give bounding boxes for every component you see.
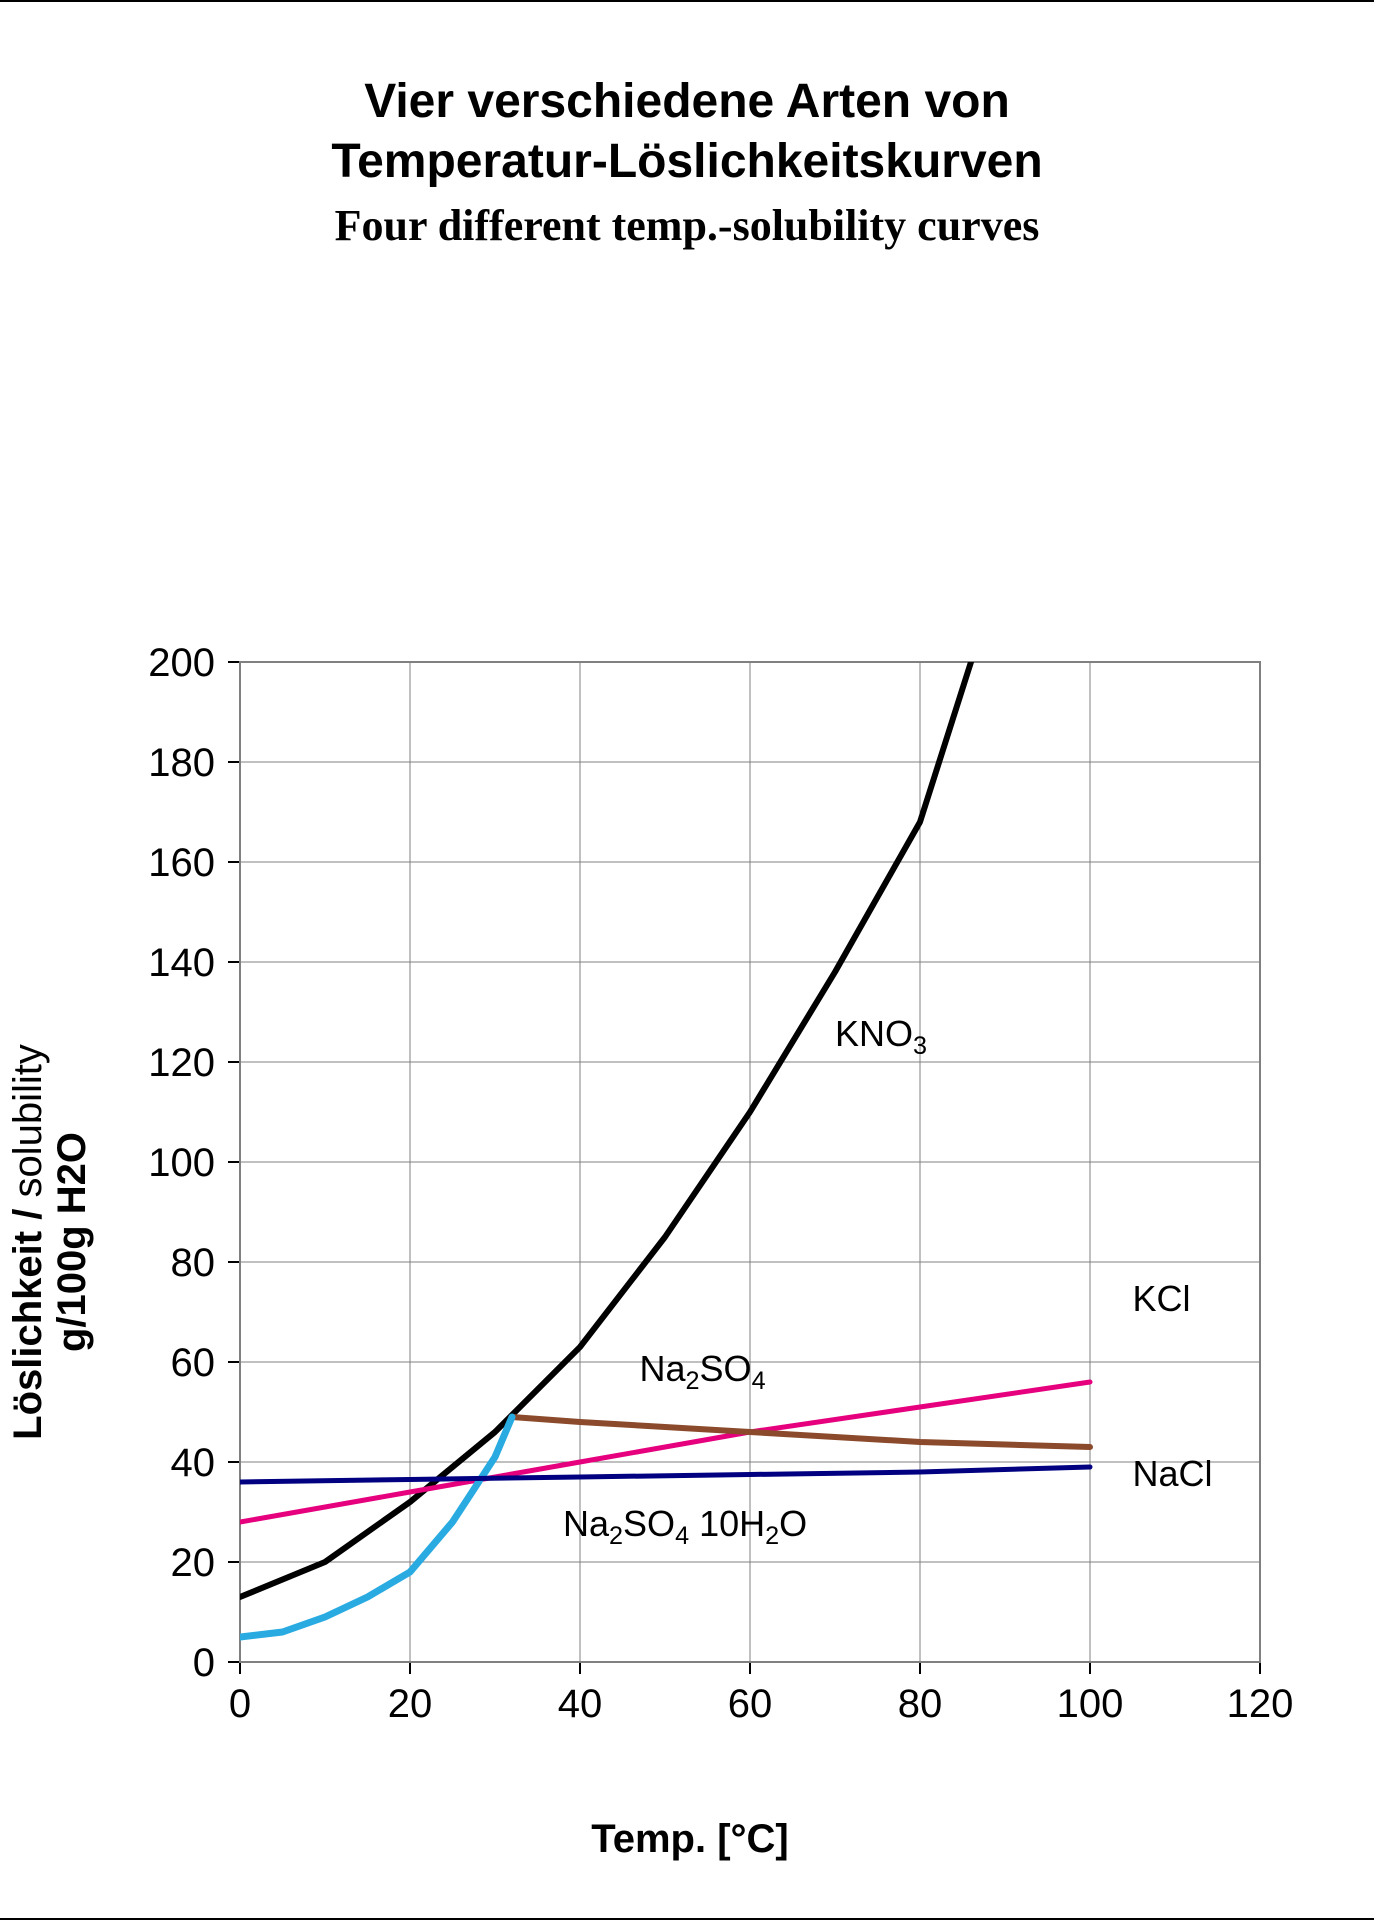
- ylabel-line2: g/100g H2O: [50, 1132, 94, 1352]
- svg-text:100: 100: [148, 1141, 215, 1185]
- series-label-NaCl: NaCl: [1133, 1453, 1321, 1513]
- svg-text:60: 60: [171, 1341, 216, 1385]
- title-block: Vier verschiedene Arten von Temperatur-L…: [0, 72, 1374, 251]
- svg-text:40: 40: [558, 1682, 603, 1726]
- title-german: Vier verschiedene Arten von Temperatur-L…: [0, 72, 1374, 192]
- page: Vier verschiedene Arten von Temperatur-L…: [0, 0, 1374, 1920]
- svg-text:100: 100: [1057, 1682, 1124, 1726]
- series-label-Na2SO4: Na2SO4: [640, 1348, 900, 1408]
- series-label-KCl: KCl: [1133, 1278, 1321, 1338]
- chart-container: Löslichkeit / solubility g/100g H2O 0204…: [60, 642, 1320, 1842]
- title-line2: Temperatur-Löslichkeitskurven: [331, 135, 1042, 188]
- y-axis-label: Löslichkeit / solubility g/100g H2O: [6, 1044, 94, 1440]
- series-label-KNO3: KNO3: [835, 1013, 1095, 1073]
- svg-text:160: 160: [148, 841, 215, 885]
- svg-text:0: 0: [229, 1682, 251, 1726]
- svg-text:60: 60: [728, 1682, 773, 1726]
- ylabel-strong: Löslichkeit /: [6, 1209, 50, 1440]
- svg-text:80: 80: [171, 1241, 216, 1285]
- svg-text:200: 200: [148, 642, 215, 685]
- svg-text:80: 80: [898, 1682, 943, 1726]
- series-label-Na2SO4_10H2O: Na2SO4 10H2O: [563, 1503, 823, 1563]
- svg-text:180: 180: [148, 741, 215, 785]
- svg-text:40: 40: [171, 1441, 216, 1485]
- svg-text:20: 20: [388, 1682, 433, 1726]
- svg-text:140: 140: [148, 941, 215, 985]
- x-axis-label: Temp. [°C]: [60, 1817, 1320, 1862]
- title-english: Four different temp.-solubility curves: [0, 200, 1374, 251]
- svg-text:120: 120: [148, 1041, 215, 1085]
- svg-text:20: 20: [171, 1541, 216, 1585]
- svg-text:120: 120: [1227, 1682, 1294, 1726]
- svg-text:0: 0: [193, 1641, 215, 1685]
- ylabel-light: solubility: [6, 1044, 50, 1209]
- title-line1: Vier verschiedene Arten von: [364, 75, 1010, 128]
- solubility-chart: 0 20 40 60 80 100 120 0 20 40 60 80 100 120 140 160 180 2…: [60, 642, 1320, 1772]
